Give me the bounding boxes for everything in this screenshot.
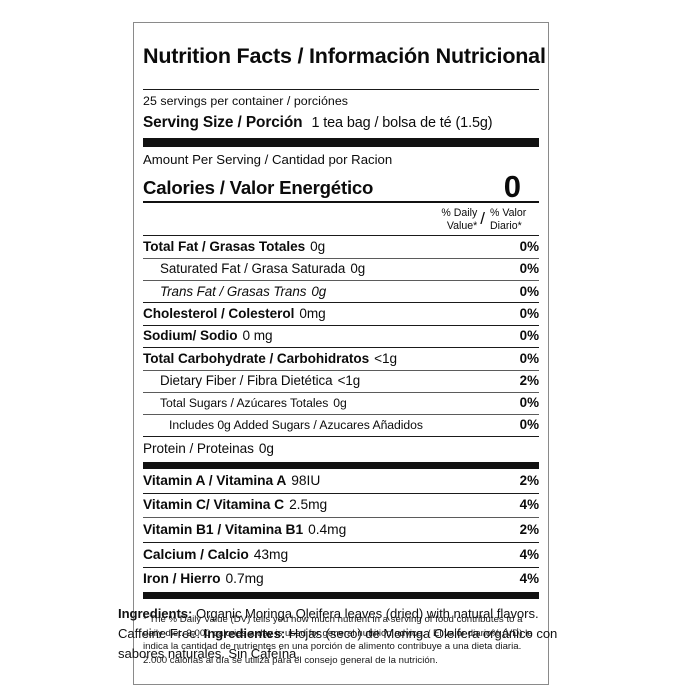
nutrient-pct: 0% xyxy=(519,350,539,366)
nutrient-pct: 4% xyxy=(519,497,539,513)
nutrient-name: Total Fat / Grasas Totales 0g xyxy=(143,238,326,254)
table-row: Cholesterol / Colesterol 0mg 0% xyxy=(143,303,539,324)
divider-row xyxy=(143,566,539,568)
calories-value: 0 xyxy=(503,169,521,205)
nutrient-name: Sodium/ Sodio 0 mg xyxy=(143,328,273,344)
nutrient-pct: 2% xyxy=(519,521,539,537)
nutrient-amount: 0mg xyxy=(299,305,326,321)
nutrient-name: Calcium / Calcio 43mg xyxy=(143,546,289,562)
table-row: Trans Fat / Grasas Trans 0g 0% xyxy=(143,281,539,302)
table-row: Vitamin A / Vitamina A 98IU 2% xyxy=(143,469,539,493)
panel-title: Nutrition Facts / Información Nutriciona… xyxy=(143,44,546,69)
divider-row xyxy=(143,257,539,259)
nutrient-pct: 0% xyxy=(519,395,539,411)
divider-row xyxy=(143,413,539,415)
table-row: Protein / Proteinas 0g xyxy=(143,437,539,462)
divider-row xyxy=(143,436,539,438)
divider-under-calories xyxy=(143,200,539,203)
nutrient-name: Trans Fat / Grasas Trans 0g xyxy=(160,283,327,299)
table-row: Calcium / Calcio 43mg 4% xyxy=(143,543,539,567)
nutrient-amount: 0.7mg xyxy=(225,571,264,587)
nutrient-pct: 2% xyxy=(519,373,539,389)
divider-row xyxy=(143,492,539,494)
ingredients-label-en: Ingredients: xyxy=(118,606,193,621)
nutrient-name: Iron / Hierro 0.7mg xyxy=(143,571,264,587)
table-row: Sodium/ Sodio 0 mg 0% xyxy=(143,326,539,347)
ingredients-label-es: Ingredientes: xyxy=(203,625,286,641)
serving-size-label: Serving Size / Porción xyxy=(143,113,303,131)
divider-row xyxy=(143,369,539,371)
serving-size-row: Serving Size / Porción 1 tea bag / bolsa … xyxy=(143,112,539,138)
ingredients-text-en: Organic Moringa Oleifera leaves (dried) … xyxy=(118,606,539,641)
serving-size-value: 1 tea bag / bolsa de té (1.5g) xyxy=(311,114,493,131)
nutrient-pct: 4% xyxy=(519,571,539,587)
divider-row xyxy=(143,347,539,349)
nutrient-pct: 0% xyxy=(519,417,539,433)
divider-under-title xyxy=(143,88,539,90)
divider-row xyxy=(143,542,539,544)
table-row: Iron / Hierro 0.7mg 4% xyxy=(143,568,539,592)
nutrient-amount: 0 mg xyxy=(242,328,273,344)
nutrition-facts-panel: Nutrition Facts / Información Nutriciona… xyxy=(133,22,549,685)
table-row: Vitamin B1 / Vitamina B1 0.4mg 2% xyxy=(143,518,539,542)
nutrient-amount: 0g xyxy=(310,238,326,254)
table-row: Vitamin C/ Vitamina C 2.5mg 4% xyxy=(143,494,539,518)
dv-header-spanish: % Valor Diario* xyxy=(490,206,527,232)
table-row: Saturated Fat / Grasa Saturada 0g 0% xyxy=(143,259,539,280)
table-row: Dietary Fiber / Fibra Dietética <1g 2% xyxy=(143,371,539,392)
nutrient-name: Vitamin A / Vitamina A 98IU xyxy=(143,472,321,488)
nutrient-amount: <1g xyxy=(374,350,398,366)
ingredients-section: Ingredients: Organic Moringa Oleifera le… xyxy=(118,604,568,664)
nutrient-pct: 2% xyxy=(519,472,539,488)
nutrient-amount: 43mg xyxy=(253,546,289,562)
divider-thick-vitamins-top xyxy=(143,462,539,470)
divider-row xyxy=(143,235,539,237)
calories-row: Calories / Valor Energético 0 xyxy=(143,170,539,201)
nutrient-amount: <1g xyxy=(337,373,361,389)
dv-header-english: % Daily Value* xyxy=(441,206,478,232)
divider-row xyxy=(143,324,539,326)
amount-per-serving: Amount Per Serving / Cantidad por Racion xyxy=(143,152,393,168)
nutrient-amount: 98IU xyxy=(291,472,321,488)
nutrient-name: Total Carbohydrate / Carbohidratos <1g xyxy=(143,350,398,366)
divider-thick-footnote-top xyxy=(143,591,539,599)
nutrient-pct: 0% xyxy=(519,238,539,254)
table-row: Total Fat / Grasas Totales 0g 0% xyxy=(143,236,539,257)
nutrient-amount: 0g xyxy=(311,283,327,299)
divider-row xyxy=(143,391,539,393)
table-row: Total Carbohydrate / Carbohidratos <1g 0% xyxy=(143,348,539,369)
divider-row xyxy=(143,280,539,282)
ingredients-text-es: Hojas (seco) de Moringa Oleifera orgánic… xyxy=(118,625,558,661)
servings-per-container: 25 servings per container / porciónes xyxy=(143,93,349,108)
nutrient-amount: 0g xyxy=(258,441,274,457)
nutrient-name: Total Sugars / Azúcares Totales 0g xyxy=(160,396,347,411)
nutrient-name: Includes 0g Added Sugars / Azucares Añad… xyxy=(169,418,423,433)
nutrient-name: Protein / Proteinas 0g xyxy=(143,441,274,457)
nutrient-pct: 0% xyxy=(519,305,539,321)
daily-value-footnote: * The % Daily Value (DV) tells you how m… xyxy=(143,614,533,666)
nutrient-name: Saturated Fat / Grasa Saturada 0g xyxy=(160,261,366,277)
daily-value-header: % Daily Value* / % Valor Diario* xyxy=(143,203,539,236)
nutrient-amount: 0.4mg xyxy=(308,521,347,537)
table-row: Total Sugars / Azúcares Totales 0g 0% xyxy=(143,393,539,414)
calories-label: Calories / Valor Energético xyxy=(143,176,374,198)
dv-header-slash: / xyxy=(480,208,485,228)
nutrient-name: Vitamin C/ Vitamina C 2.5mg xyxy=(143,497,328,513)
nutrient-amount: 2.5mg xyxy=(289,497,328,513)
table-row: Includes 0g Added Sugars / Azucares Añad… xyxy=(143,415,539,436)
nutrient-name: Cholesterol / Colesterol 0mg xyxy=(143,305,326,321)
nutrient-pct: 4% xyxy=(519,546,539,562)
divider-row xyxy=(143,302,539,304)
nutrient-amount: 0g xyxy=(350,261,366,277)
divider-thick-top xyxy=(143,138,539,148)
nutrient-name: Vitamin B1 / Vitamina B1 0.4mg xyxy=(143,521,347,537)
divider-row xyxy=(143,517,539,519)
nutrient-name: Dietary Fiber / Fibra Dietética <1g xyxy=(160,373,361,389)
nutrient-amount: 0g xyxy=(333,396,347,411)
nutrient-pct: 0% xyxy=(519,261,539,277)
nutrient-pct: 0% xyxy=(519,328,539,344)
nutrient-pct: 0% xyxy=(519,283,539,299)
